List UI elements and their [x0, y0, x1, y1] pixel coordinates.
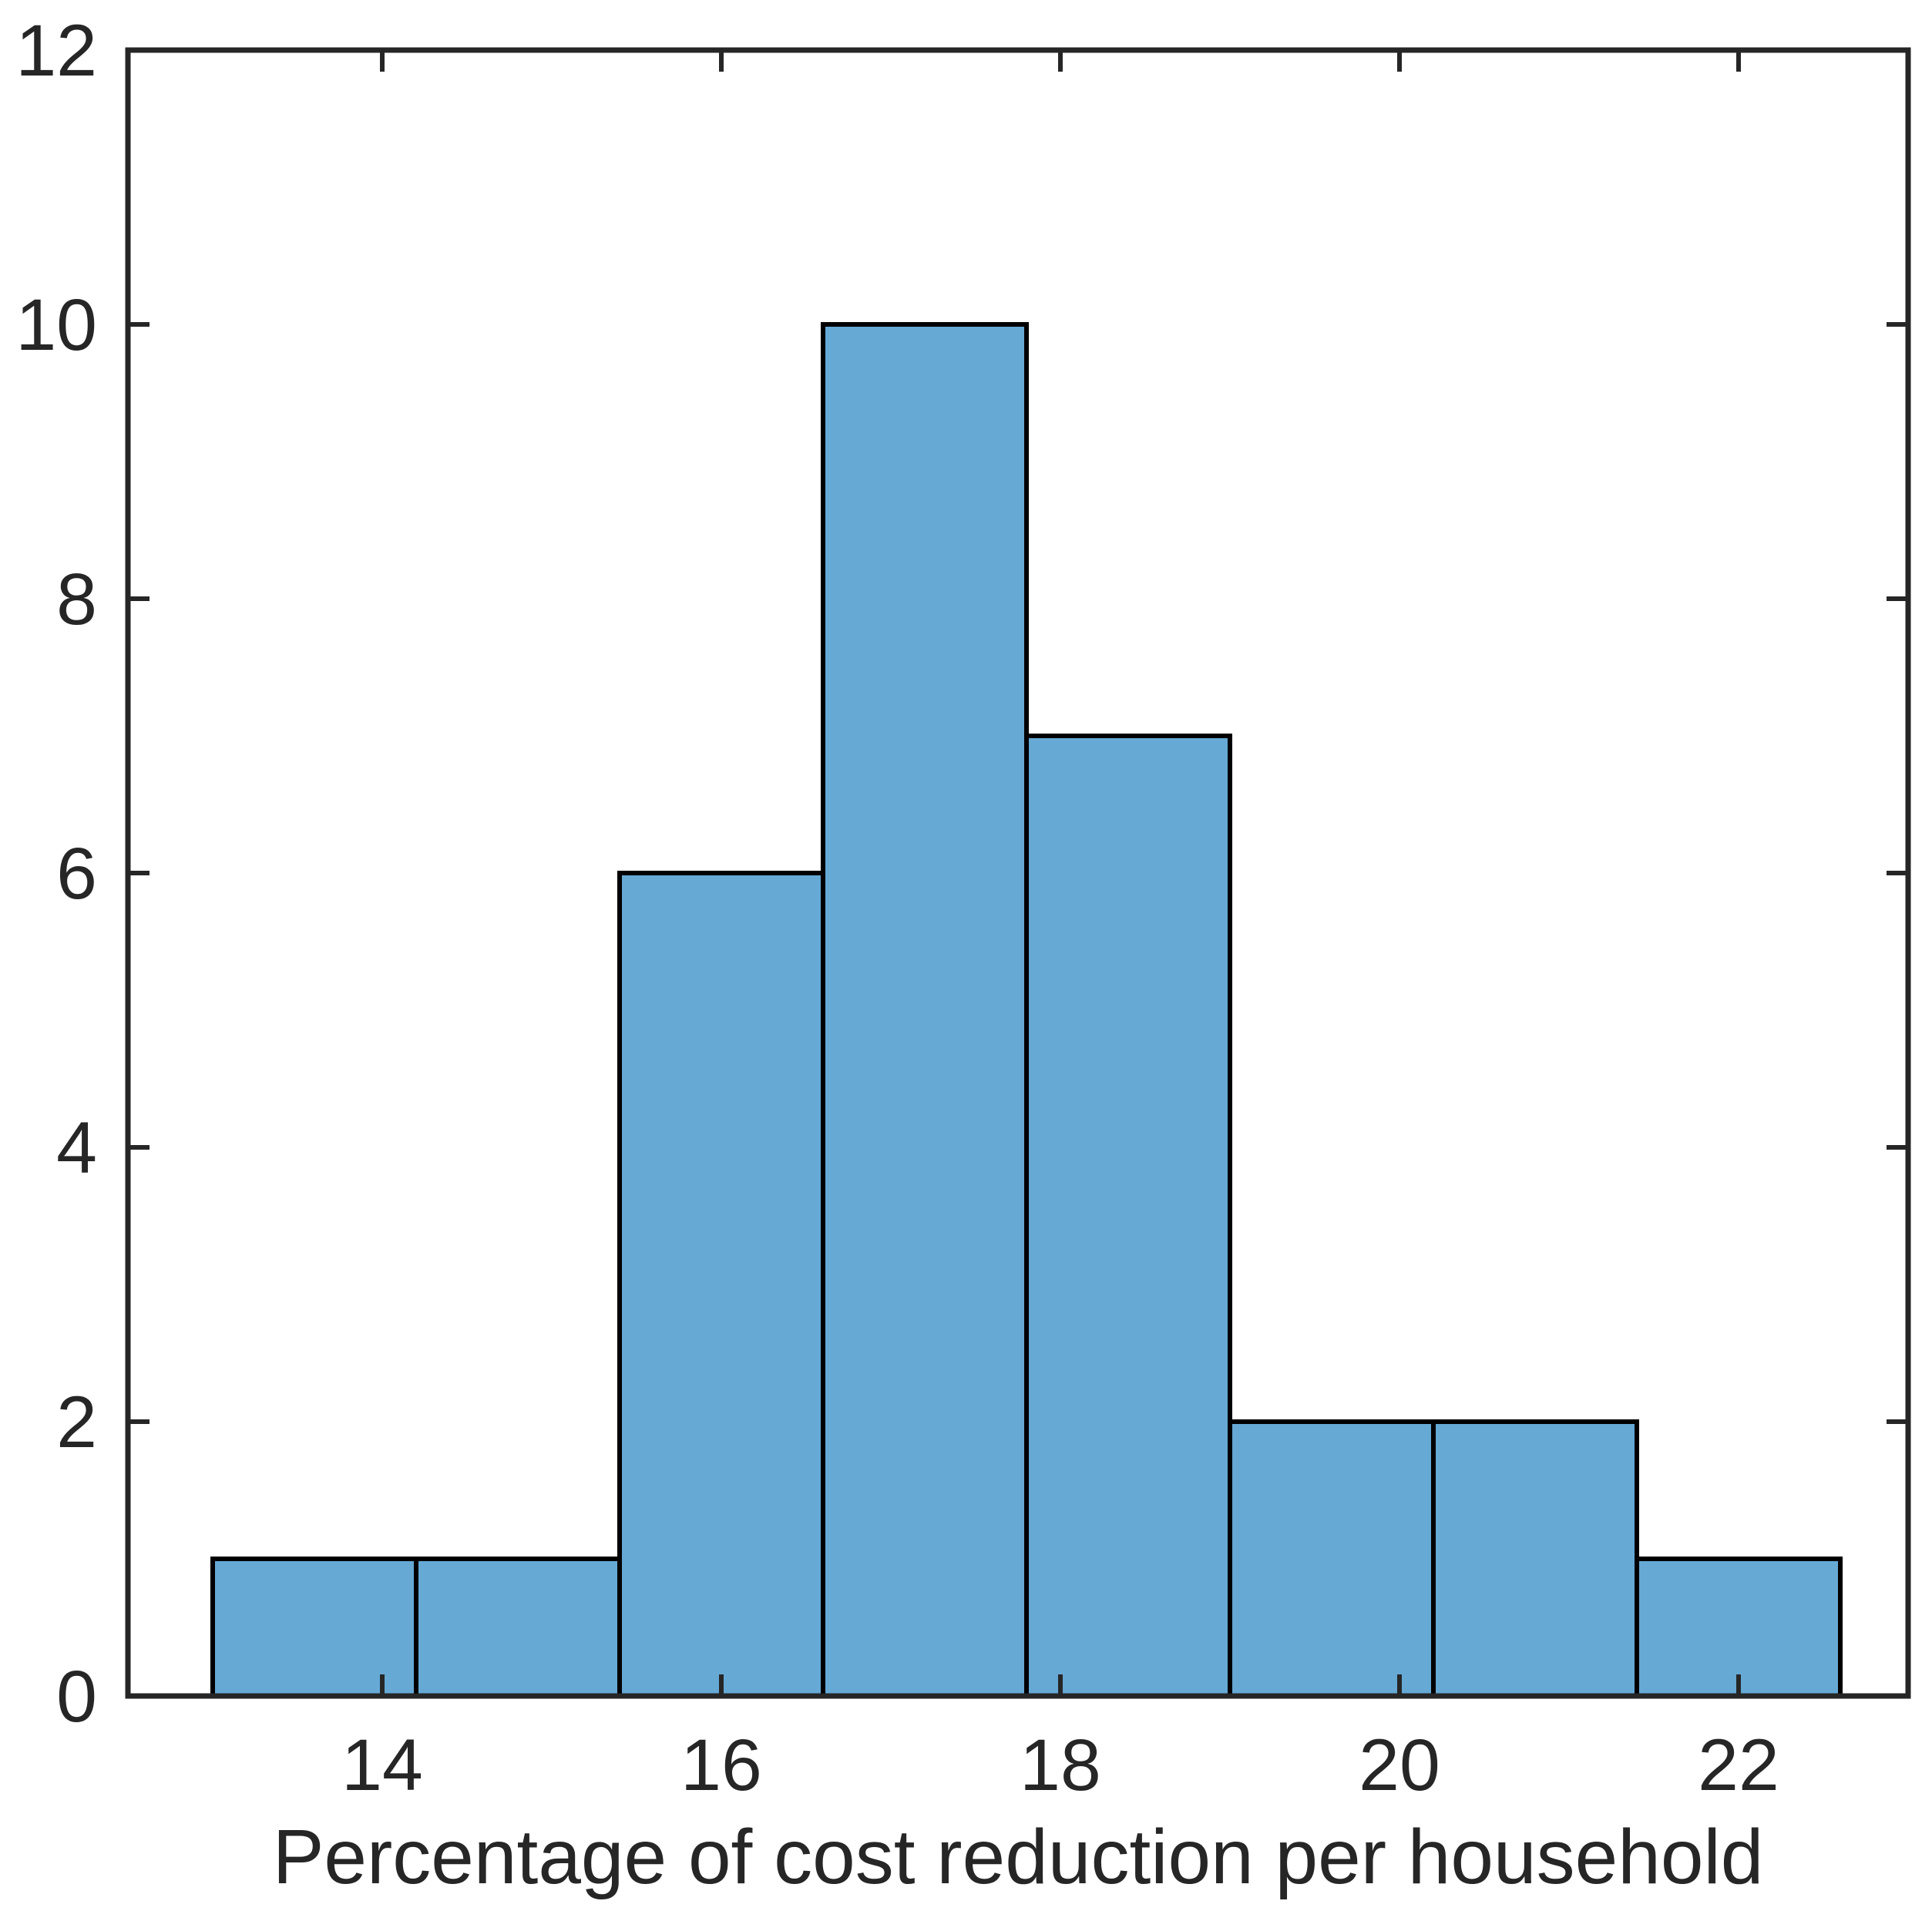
histogram-bar-8: [1635, 1557, 1843, 1698]
x-tick-label-20: 20: [1359, 1725, 1440, 1806]
histogram-bar-5: [1024, 734, 1232, 1698]
tick-labels-group: 14 16 18 20 22 0 2 4 6 8 10 12: [15, 10, 1779, 1806]
x-axis-label: Percentage of cost reduction per househo…: [273, 1814, 1764, 1900]
y-tick-label-8: 8: [56, 559, 97, 640]
y-tick-label-12: 12: [15, 10, 97, 92]
bars-group: [210, 322, 1843, 1698]
histogram-bar-2: [414, 1557, 622, 1698]
x-tick-label-16: 16: [680, 1725, 762, 1806]
histogram-bar-4: [821, 322, 1029, 1698]
x-tick-label-14: 14: [341, 1725, 423, 1806]
histogram-bar-6: [1228, 1419, 1436, 1698]
axes-group: [125, 47, 1911, 1699]
histogram-bar-3: [617, 871, 825, 1698]
y-tick-label-2: 2: [56, 1382, 97, 1463]
y-tick-label-0: 0: [56, 1656, 97, 1738]
y-tick-label-6: 6: [56, 833, 97, 915]
y-tick-label-4: 4: [56, 1107, 97, 1189]
y-tick-label-10: 10: [15, 284, 97, 366]
x-tick-label-18: 18: [1020, 1725, 1101, 1806]
histogram-bar-1: [210, 1557, 418, 1698]
x-tick-label-22: 22: [1698, 1725, 1779, 1806]
histogram-bar-7: [1431, 1419, 1639, 1698]
